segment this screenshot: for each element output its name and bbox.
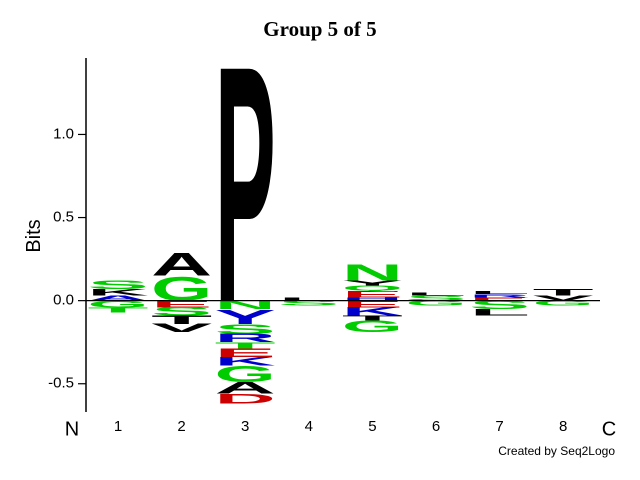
y-tick-label: -0.5 bbox=[48, 375, 74, 392]
logo-letter: G bbox=[405, 299, 466, 307]
logo-letter: V bbox=[151, 322, 213, 335]
logo-letter: G bbox=[215, 361, 276, 387]
logo-letter: D bbox=[215, 391, 276, 407]
logo-letter: K bbox=[87, 287, 148, 297]
x-tick-label: 1 bbox=[114, 418, 122, 435]
logo-letter: A bbox=[151, 246, 212, 282]
logo-letter: T bbox=[151, 314, 212, 327]
logo-letter: E bbox=[342, 289, 403, 299]
logo-letter: E bbox=[215, 347, 276, 360]
logo-letter: S bbox=[469, 299, 530, 312]
x-tick-label: 6 bbox=[432, 418, 440, 435]
logo-letter: K bbox=[342, 305, 403, 318]
logo-letter: S bbox=[405, 294, 466, 302]
logo-letter: A bbox=[87, 294, 148, 302]
logo-letter: L bbox=[469, 290, 530, 295]
logo-letter: T bbox=[533, 287, 594, 297]
logo-letter: E bbox=[342, 299, 403, 309]
logo-letter: Y bbox=[215, 306, 276, 329]
x-tick-label: 3 bbox=[241, 418, 249, 435]
logo-letter: S bbox=[278, 299, 339, 307]
logo-letter: E bbox=[469, 297, 530, 302]
logo-letter: R bbox=[469, 293, 530, 298]
logo-letter: G bbox=[342, 318, 403, 336]
x-tick-label: 7 bbox=[495, 418, 503, 435]
logo-letter: N bbox=[342, 260, 403, 286]
logo-letter: T bbox=[342, 314, 403, 322]
x-tick-label: 2 bbox=[177, 418, 185, 435]
logo-letter: E bbox=[151, 299, 212, 309]
logo-letter: A bbox=[215, 379, 276, 397]
logo-letter: N bbox=[215, 299, 276, 312]
logo-letter: R bbox=[215, 332, 276, 345]
logo-letter: T bbox=[87, 306, 148, 314]
y-tick-label: 1.0 bbox=[53, 125, 74, 142]
logo-letter: L bbox=[278, 297, 339, 302]
x-tick-label: 8 bbox=[559, 418, 567, 435]
logo-letter: Y bbox=[342, 280, 403, 288]
y-axis-label: Bits bbox=[23, 219, 45, 252]
logo-letter: T bbox=[215, 341, 276, 351]
logo-letter: G bbox=[533, 299, 594, 307]
logo-letter: K bbox=[215, 355, 276, 368]
logo-letter: G bbox=[87, 299, 148, 309]
y-tick-label: 0.0 bbox=[53, 292, 74, 309]
logo-letter: S bbox=[215, 321, 276, 337]
logo-letter: V bbox=[533, 294, 594, 302]
logo-letter: L bbox=[469, 307, 530, 317]
x-tick-label: 4 bbox=[305, 418, 313, 435]
logo-letter: P bbox=[215, 0, 276, 373]
n-terminus-label: N bbox=[65, 418, 79, 440]
y-tick-label: 0.5 bbox=[53, 209, 74, 226]
logo-letter: S bbox=[151, 305, 212, 318]
chart-title: Group 5 of 5 bbox=[263, 17, 376, 41]
logo-letter: G bbox=[151, 270, 212, 309]
logo-letter: H bbox=[342, 297, 403, 302]
logo-letter: S bbox=[87, 279, 148, 292]
x-tick-label: 5 bbox=[368, 418, 376, 435]
logo-letter: L bbox=[405, 292, 466, 297]
credit: Created by Seq2Logo bbox=[498, 444, 615, 458]
logo-letter: Q bbox=[342, 285, 403, 293]
c-terminus-label: C bbox=[602, 418, 616, 440]
